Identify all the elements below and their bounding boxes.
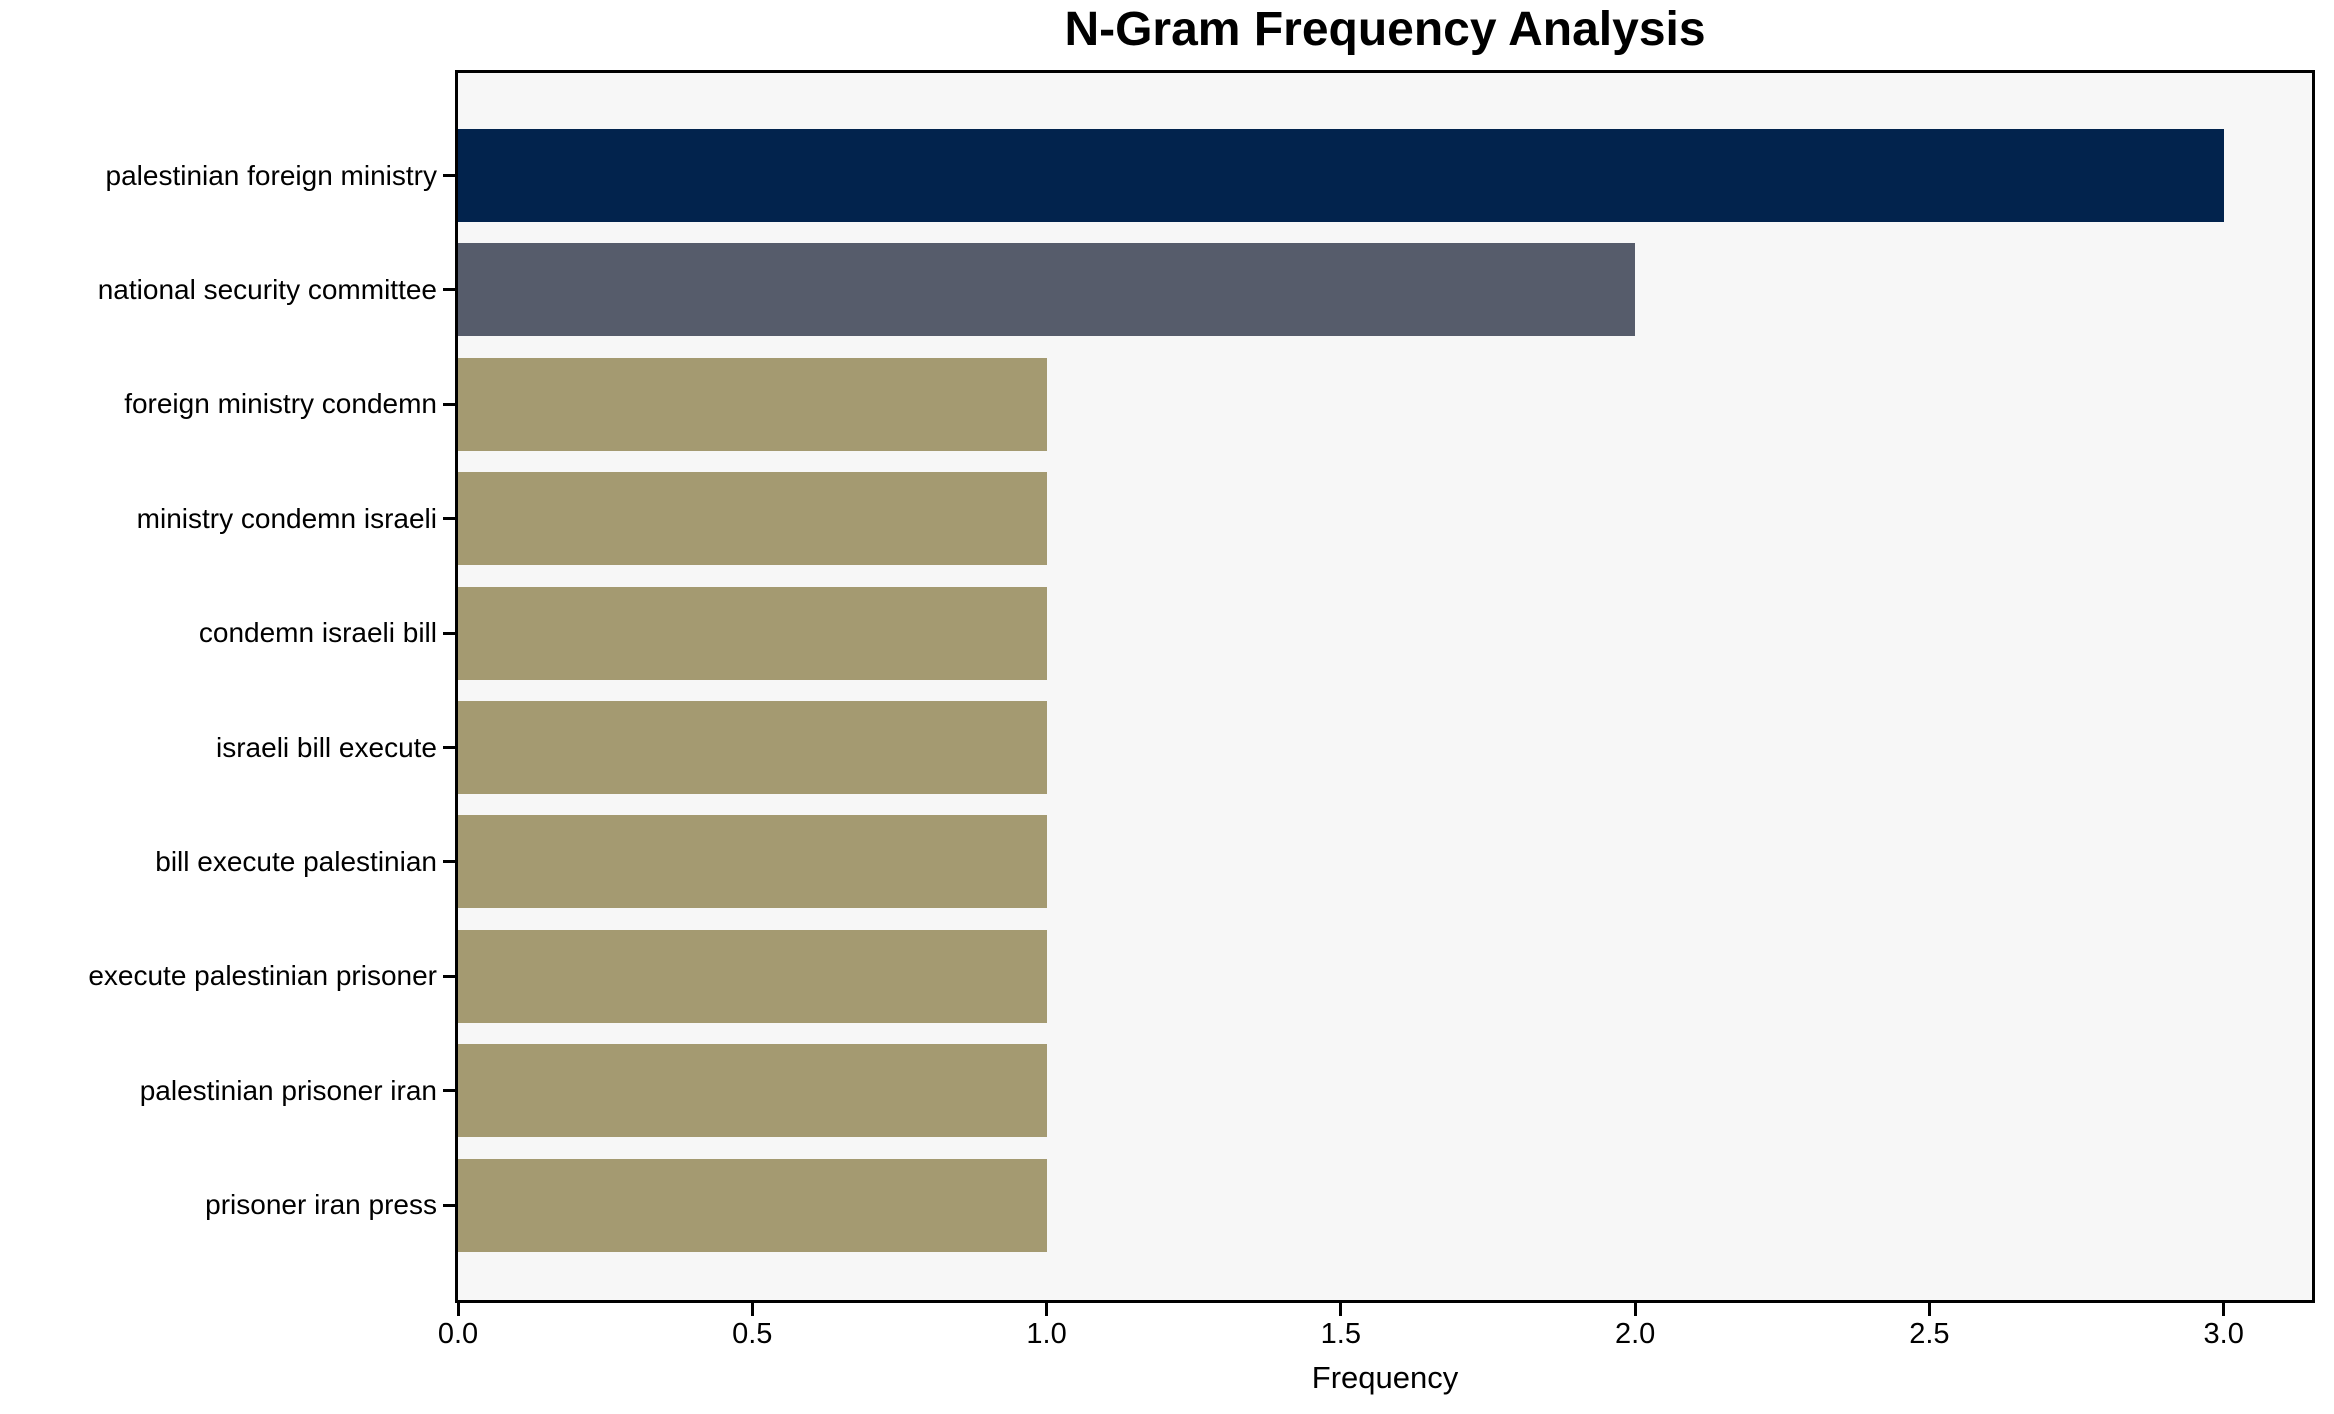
- y-tick-mark: [443, 1203, 455, 1207]
- x-tick-label: 1.0: [1026, 1318, 1067, 1350]
- x-tick-label: 0.0: [437, 1318, 479, 1350]
- y-tick-mark: [443, 631, 455, 635]
- y-tick-mark: [443, 402, 455, 406]
- x-tick-mark: [1339, 1303, 1343, 1316]
- x-tick-label: 2.0: [1614, 1318, 1656, 1350]
- x-tick-mark: [1927, 1303, 1931, 1316]
- x-tick-mark: [1045, 1303, 1049, 1316]
- x-axis-title: Frequency: [1311, 1360, 1459, 1395]
- y-tick-label: palestinian foreign ministry: [105, 159, 438, 191]
- y-tick-mark: [443, 288, 455, 292]
- y-tick-mark: [443, 174, 455, 177]
- y-tick-mark: [443, 1089, 455, 1093]
- y-tick-label: national security committee: [97, 273, 437, 305]
- y-tick-mark: [443, 860, 455, 864]
- y-tick-label: ministry condemn israeli: [136, 502, 437, 534]
- x-tick-mark: [2222, 1303, 2226, 1316]
- x-tick-label: 1.5: [1320, 1318, 1361, 1350]
- y-tick-label: palestinian prisoner iran: [139, 1074, 437, 1106]
- x-tick-label: 0.5: [732, 1318, 773, 1350]
- y-tick-mark: [443, 746, 455, 749]
- frequency-bar: [458, 1158, 1047, 1252]
- frequency-bar: [458, 357, 1047, 451]
- frequency-bar: [458, 1044, 1047, 1138]
- y-tick-mark: [443, 517, 455, 521]
- y-tick-label: execute palestinian prisoner: [88, 960, 437, 992]
- frequency-bar: [458, 243, 1636, 337]
- plot-area: [455, 70, 2315, 1303]
- x-tick-mark: [1633, 1303, 1637, 1316]
- x-tick-mark: [456, 1303, 460, 1316]
- y-tick-label: foreign ministry condemn: [124, 388, 437, 420]
- frequency-bar: [458, 472, 1047, 566]
- frequency-bar: [458, 815, 1047, 909]
- x-tick-label: 3.0: [2203, 1318, 2244, 1350]
- y-tick-label: israeli bill execute: [216, 731, 437, 763]
- frequency-bar: [458, 701, 1047, 794]
- frequency-bar: [458, 129, 2224, 222]
- y-tick-label: prisoner iran press: [205, 1189, 437, 1221]
- frequency-bar: [458, 586, 1047, 680]
- x-tick-mark: [750, 1303, 754, 1316]
- frequency-bar: [458, 929, 1047, 1023]
- y-tick-mark: [443, 974, 455, 978]
- y-tick-label: condemn israeli bill: [198, 617, 437, 649]
- x-tick-label: 2.5: [1909, 1318, 1950, 1350]
- chart-title: N-Gram Frequency Analysis: [1064, 3, 1706, 56]
- y-tick-label: bill execute palestinian: [155, 845, 437, 877]
